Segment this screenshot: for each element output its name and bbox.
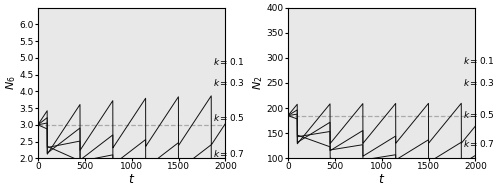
Y-axis label: $N_2$: $N_2$: [252, 76, 265, 90]
Text: $k=0.5$: $k=0.5$: [213, 112, 245, 123]
X-axis label: $t$: $t$: [128, 173, 136, 186]
Text: $k=0.1$: $k=0.1$: [213, 56, 245, 67]
X-axis label: $t$: $t$: [378, 173, 386, 186]
Text: $k=0.7$: $k=0.7$: [213, 148, 244, 159]
Text: $k=0.1$: $k=0.1$: [463, 55, 495, 66]
Text: $k=0.5$: $k=0.5$: [463, 109, 495, 120]
Text: $k=0.7$: $k=0.7$: [463, 138, 494, 149]
Text: $k=0.3$: $k=0.3$: [463, 78, 495, 89]
Y-axis label: $N_6$: $N_6$: [4, 76, 18, 90]
Text: $k=0.3$: $k=0.3$: [213, 78, 245, 89]
